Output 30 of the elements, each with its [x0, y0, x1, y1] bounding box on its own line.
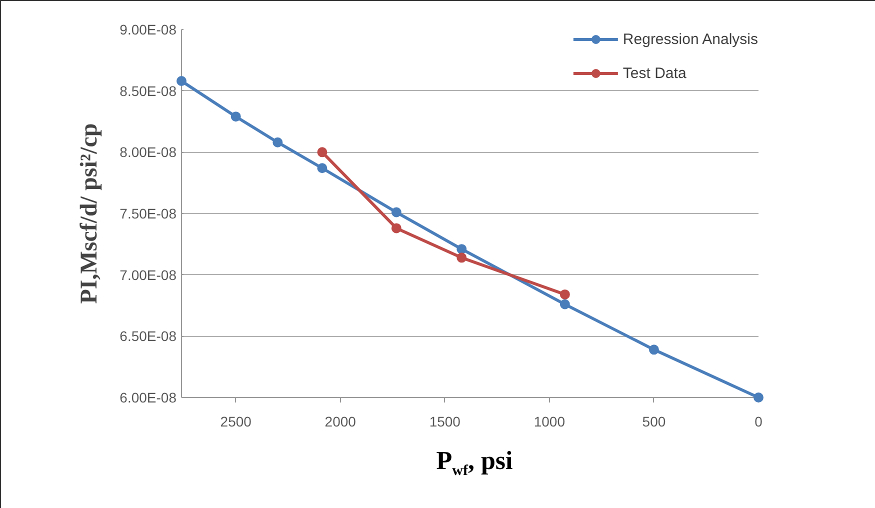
y-tick-label: 6.00E-08 [120, 390, 177, 406]
legend-label: Regression Analysis [622, 30, 758, 48]
y-tick-label: 8.00E-08 [120, 144, 177, 160]
point [560, 299, 570, 310]
y-tick-label: 9.00E-08 [120, 22, 177, 38]
x-tick-label: 0 [754, 414, 763, 430]
y-tick-label: 8.50E-08 [120, 82, 177, 99]
point [391, 223, 402, 234]
point [560, 289, 570, 300]
point [456, 244, 467, 254]
y-tick-label: 7.00E-08 [120, 266, 177, 283]
point [391, 207, 402, 218]
point [272, 137, 283, 148]
x-tick-label: 2500 [220, 414, 252, 430]
y-axis-title: PI,Mscf/d/ psi²/cp [76, 123, 103, 304]
x-tick-label: 1000 [534, 414, 566, 430]
point [648, 344, 659, 355]
x-axis-title: P$_{wf}$, psi [436, 445, 513, 482]
legend-label: Test Data [622, 64, 686, 82]
point [230, 112, 241, 122]
point [317, 163, 328, 174]
x-tick-label: 2000 [324, 414, 356, 430]
point [456, 252, 467, 263]
x-tick-label: 500 [642, 414, 666, 430]
point [176, 76, 186, 86]
y-tick-label: 7.50E-08 [120, 206, 177, 222]
y-tick-label: 6.50E-08 [120, 328, 177, 344]
point [754, 392, 764, 402]
point [317, 147, 328, 158]
x-tick-label: 1500 [429, 414, 461, 430]
